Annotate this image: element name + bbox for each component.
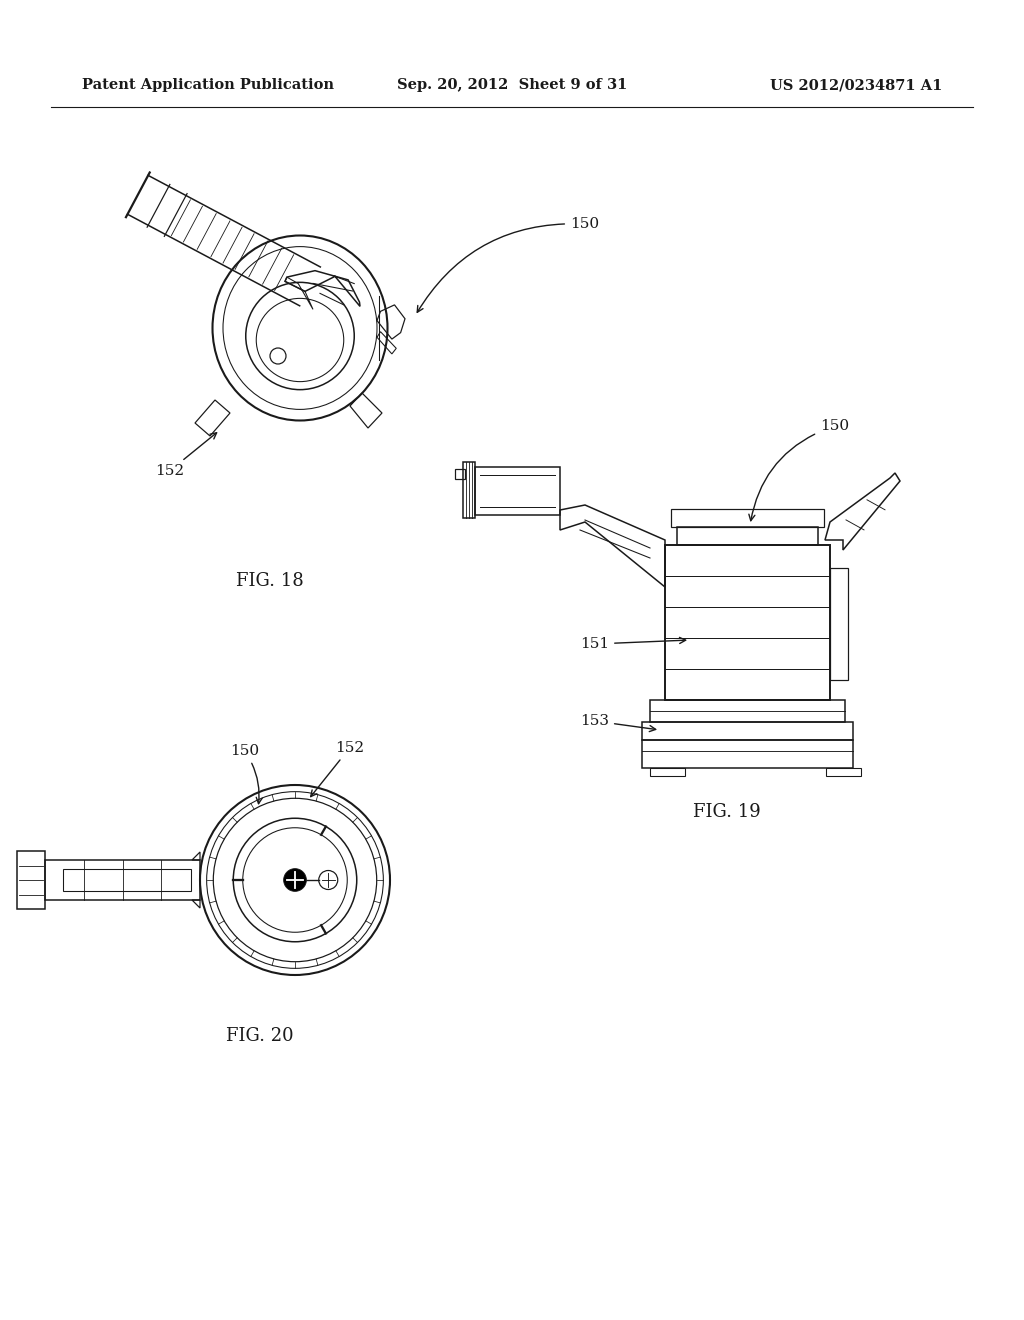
Text: 152: 152	[310, 741, 365, 796]
Bar	[826, 768, 861, 776]
Bar	[463, 462, 475, 517]
Text: FIG. 18: FIG. 18	[237, 572, 304, 590]
Text: Patent Application Publication: Patent Application Publication	[82, 78, 334, 92]
Text: 151: 151	[580, 638, 686, 651]
Bar	[475, 467, 560, 515]
Bar	[45, 861, 200, 900]
Text: 150: 150	[230, 744, 262, 804]
Text: US 2012/0234871 A1: US 2012/0234871 A1	[770, 78, 942, 92]
Text: FIG. 20: FIG. 20	[226, 1027, 294, 1045]
Circle shape	[284, 869, 306, 891]
Bar	[650, 768, 685, 776]
Text: 150: 150	[417, 216, 599, 313]
Bar	[671, 510, 824, 527]
Text: FIG. 19: FIG. 19	[693, 803, 761, 821]
Text: 150: 150	[749, 418, 849, 521]
Text: 153: 153	[580, 714, 655, 731]
Bar	[650, 700, 845, 722]
Bar	[17, 851, 45, 909]
Bar	[63, 869, 191, 891]
Bar	[642, 722, 853, 741]
Text: 152: 152	[155, 433, 217, 478]
Bar	[665, 545, 830, 700]
Bar	[455, 469, 465, 479]
Bar	[830, 568, 848, 680]
Bar	[642, 741, 853, 768]
Text: Sep. 20, 2012  Sheet 9 of 31: Sep. 20, 2012 Sheet 9 of 31	[397, 78, 627, 92]
Bar	[677, 527, 818, 545]
